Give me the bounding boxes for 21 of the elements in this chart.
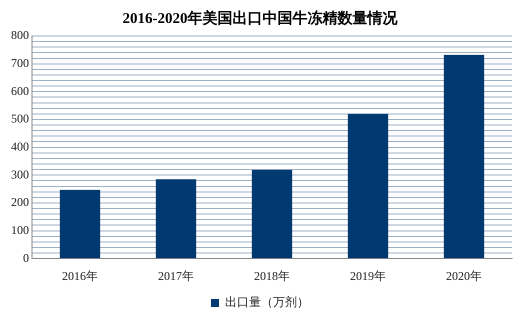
bar	[156, 179, 196, 258]
legend-label: 出口量（万剂）	[225, 295, 309, 310]
y-tick-label: 600	[11, 84, 29, 98]
y-tick-label: 500	[11, 112, 29, 126]
x-tick-label: 2018年	[254, 268, 290, 283]
y-tick-label: 700	[11, 56, 29, 70]
y-tick-label: 800	[11, 28, 29, 42]
bar	[348, 114, 388, 258]
y-tick-label: 100	[11, 222, 29, 237]
chart-title: 2016-2020年美国出口中国牛冻精数量情况	[122, 8, 398, 27]
bar	[252, 170, 292, 258]
y-tick-label: 300	[11, 167, 29, 182]
x-tick-label: 2016年	[62, 268, 98, 283]
bar	[444, 54, 484, 258]
x-tick-label: 2020年	[446, 268, 482, 283]
y-tick-label: 0	[23, 250, 29, 265]
y-tick-label: 200	[11, 195, 29, 210]
x-tick-label: 2019年	[350, 268, 386, 283]
y-tick-label: 400	[11, 139, 29, 154]
bar	[60, 190, 100, 258]
x-tick-label: 2017年	[158, 268, 194, 283]
